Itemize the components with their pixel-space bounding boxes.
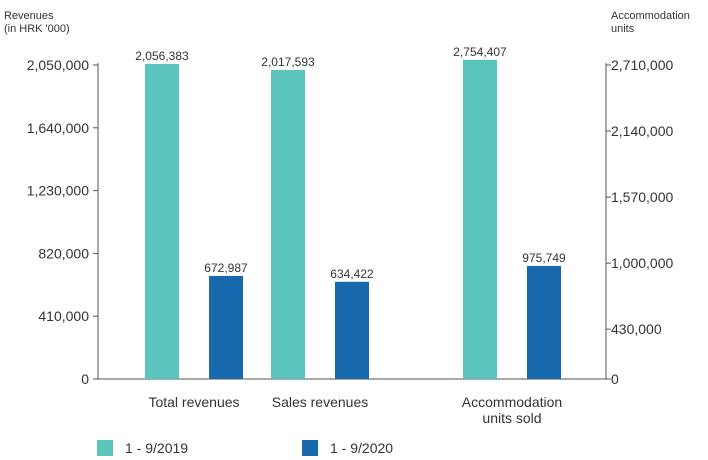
left-tick-label: 820,000 xyxy=(38,245,89,261)
right-tick-label: 1,570,000 xyxy=(611,189,673,205)
right-tick-label: 2,710,000 xyxy=(611,57,673,73)
data-label: 2,056,383 xyxy=(135,49,189,63)
right-tick-label: 1,000,000 xyxy=(611,255,673,271)
bar-chart: 0 410,000 820,000 1,230,000 1,640,000 2,050,0… xyxy=(27,45,674,426)
left-tick-label: 1,230,000 xyxy=(27,183,89,199)
category-label: Accommodation xyxy=(462,394,562,410)
data-label: 2,017,593 xyxy=(261,55,315,69)
legend-label-2020: 1 - 9/2020 xyxy=(330,440,394,456)
left-axis-title-line-1: Revenues xyxy=(4,10,54,22)
data-label: 634,422 xyxy=(330,267,374,281)
data-label: 2,754,407 xyxy=(453,45,507,59)
left-tick-label: 0 xyxy=(81,371,89,387)
bar xyxy=(527,265,561,379)
category-label: Sales revenues xyxy=(272,394,369,410)
legend-label-2019: 1 - 9/2019 xyxy=(125,440,189,456)
left-axis-title-line-2: (in HRK '000) xyxy=(4,23,70,35)
left-tick-label: 1,640,000 xyxy=(27,120,89,136)
bar xyxy=(271,69,305,379)
data-label: 975,749 xyxy=(522,251,566,265)
right-tick-label: 2,140,000 xyxy=(611,123,673,139)
right-tick-label: 0 xyxy=(611,371,619,387)
bar xyxy=(209,275,243,379)
left-axis-title: Revenues (in HRK '000) xyxy=(4,10,70,36)
bar xyxy=(463,59,497,380)
right-tick-label: 430,000 xyxy=(611,321,662,337)
category-label: units sold xyxy=(482,410,541,426)
right-axis-title-line-2: units xyxy=(611,23,635,35)
right-axis-title-line-1: Accommodation xyxy=(611,10,690,22)
legend-item-2020: 1 - 9/2020 xyxy=(302,440,393,456)
left-tick-label: 2,050,000 xyxy=(27,57,89,73)
legend-item-2019: 1 - 9/2019 xyxy=(97,440,188,456)
right-axis-title: Accommodation units xyxy=(611,10,690,36)
left-tick-label: 410,000 xyxy=(38,308,89,324)
data-label: 672,987 xyxy=(204,261,248,275)
bar xyxy=(145,64,179,379)
category-label: Total revenues xyxy=(148,394,239,410)
bar xyxy=(335,281,369,379)
legend-swatch-2020 xyxy=(302,440,318,456)
legend-swatch-2019 xyxy=(97,440,113,456)
